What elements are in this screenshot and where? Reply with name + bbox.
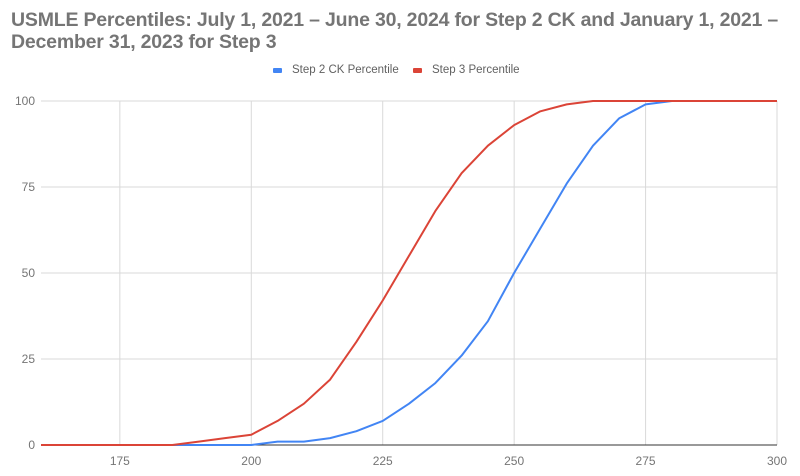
y-tick-label: 100: [15, 94, 35, 108]
chart-legend: Step 2 CK Percentile Step 3 Percentile: [0, 64, 800, 82]
x-tick-label: 200: [241, 454, 261, 468]
y-tick-label: 75: [22, 180, 36, 194]
x-tick-label: 225: [373, 454, 393, 468]
chart-title-line-1: USMLE Percentiles: July 1, 2021 – June 3…: [11, 9, 779, 31]
x-tick-label: 300: [767, 454, 787, 468]
series-line-step3: [41, 100, 777, 446]
x-tick-label: 175: [110, 454, 130, 468]
legend-item-step3[interactable]: Step 3 Percentile: [413, 64, 520, 76]
chart-title: USMLE Percentiles: July 1, 2021 – June 3…: [11, 9, 791, 53]
legend-swatch-step2ck-icon: [273, 67, 282, 73]
y-tick-label: 50: [22, 266, 36, 280]
x-tick-label: 275: [636, 454, 656, 468]
y-tick-label: 25: [22, 352, 36, 366]
legend-label-step2ck: Step 2 CK Percentile: [292, 64, 399, 76]
y-tick-label: 0: [28, 438, 35, 452]
legend-label-step3: Step 3 Percentile: [432, 64, 520, 76]
chart-title-line-2: December 31, 2023 for Step 3: [11, 31, 277, 53]
x-tick-label: 250: [504, 454, 524, 468]
legend-swatch-step3-icon: [413, 67, 422, 73]
legend-item-step2ck[interactable]: Step 2 CK Percentile: [273, 64, 399, 76]
